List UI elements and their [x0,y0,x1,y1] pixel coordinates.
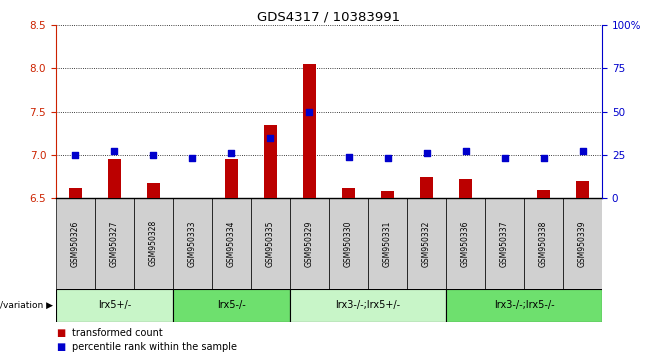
Point [265,135,276,140]
Text: GSM950333: GSM950333 [188,220,197,267]
Text: lrx3-/-;lrx5+/-: lrx3-/-;lrx5+/- [336,300,401,310]
Bar [576,181,590,198]
Point [188,155,198,161]
Bar [95,198,134,289]
Text: GSM950335: GSM950335 [266,220,275,267]
Text: transformed count: transformed count [72,328,163,338]
Bar [251,198,290,289]
Text: lrx3-/-;lrx5-/-: lrx3-/-;lrx5-/- [494,300,554,310]
Bar [56,289,173,322]
Text: GSM950331: GSM950331 [383,220,392,267]
Bar [173,198,212,289]
Text: ■: ■ [56,328,65,338]
Point [577,149,588,154]
Bar [537,190,550,198]
Point [70,152,81,158]
Point [148,152,159,158]
Text: GSM950339: GSM950339 [578,220,587,267]
Bar [563,198,602,289]
Bar [264,125,277,198]
Bar [290,289,446,322]
Text: GSM950328: GSM950328 [149,220,158,267]
Bar [212,198,251,289]
Text: GSM950327: GSM950327 [110,220,119,267]
Text: GSM950336: GSM950336 [461,220,470,267]
Point [538,155,549,161]
Bar [459,179,472,198]
Bar [407,198,446,289]
Bar [342,188,355,198]
Bar [147,183,161,198]
Bar [290,198,329,289]
Text: GSM950326: GSM950326 [71,220,80,267]
Bar [68,188,82,198]
Bar [446,289,602,322]
Bar [173,289,290,322]
Text: percentile rank within the sample: percentile rank within the sample [72,342,238,352]
Bar [56,198,95,289]
Bar [134,198,173,289]
Point [499,155,510,161]
Title: GDS4317 / 10383991: GDS4317 / 10383991 [257,11,401,24]
Point [421,150,432,156]
Text: ■: ■ [56,342,65,352]
Text: GSM950338: GSM950338 [539,220,548,267]
Point [382,155,393,161]
Bar [420,177,434,198]
Bar [381,191,394,198]
Bar [524,198,563,289]
Bar [303,64,316,198]
Bar [368,198,407,289]
Text: GSM950330: GSM950330 [344,220,353,267]
Point [304,109,315,114]
Text: GSM950329: GSM950329 [305,220,314,267]
Bar [446,198,485,289]
Text: genotype/variation ▶: genotype/variation ▶ [0,301,53,310]
Bar [108,159,121,198]
Text: GSM950334: GSM950334 [227,220,236,267]
Point [226,150,237,156]
Text: GSM950337: GSM950337 [500,220,509,267]
Bar [485,198,524,289]
Point [461,149,471,154]
Bar [224,159,238,198]
Text: GSM950332: GSM950332 [422,220,431,267]
Bar [329,198,368,289]
Point [343,154,354,159]
Point [109,149,120,154]
Text: lrx5+/-: lrx5+/- [98,300,131,310]
Text: lrx5-/-: lrx5-/- [217,300,246,310]
